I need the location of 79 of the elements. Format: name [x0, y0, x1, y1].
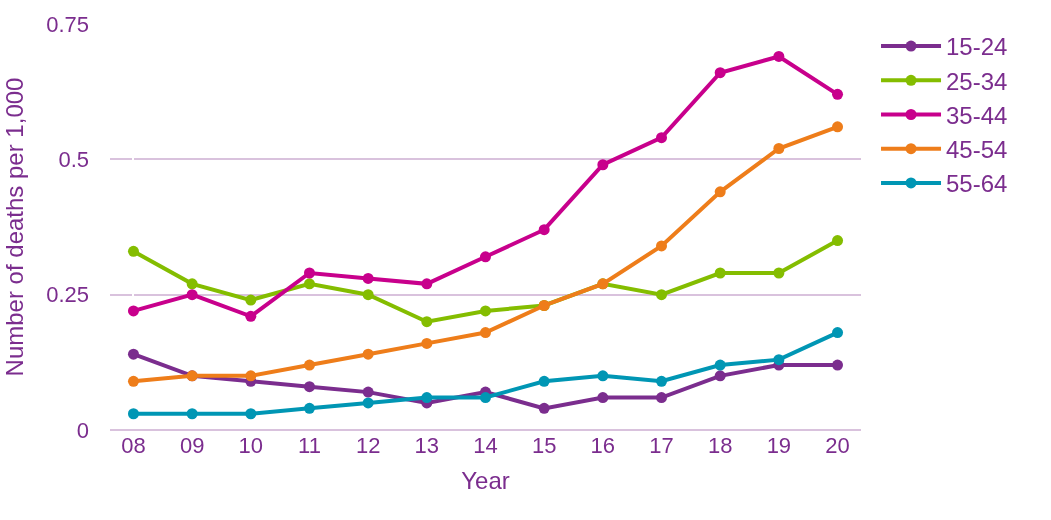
- point: [656, 289, 668, 301]
- point: [832, 235, 844, 247]
- point: [127, 408, 139, 420]
- point: [832, 359, 844, 371]
- point: [186, 278, 198, 290]
- point: [714, 267, 726, 279]
- point: [714, 370, 726, 382]
- point: [303, 402, 315, 414]
- point: [714, 186, 726, 198]
- point: [186, 408, 198, 420]
- point: [773, 354, 785, 366]
- point: [421, 337, 433, 349]
- point: [597, 392, 609, 404]
- legend-label: 15-24: [946, 33, 1008, 61]
- point: [362, 348, 374, 360]
- y-axis-title: Number of deaths per 1,000: [1, 77, 29, 377]
- point: [362, 289, 374, 301]
- point: [127, 348, 139, 360]
- point: [127, 245, 139, 257]
- point: [303, 278, 315, 290]
- point: [538, 375, 550, 387]
- x-tick-label: 13: [414, 433, 440, 458]
- legend-label: 55-64: [946, 170, 1008, 198]
- point: [714, 359, 726, 371]
- y-tick-label: 0.5: [58, 147, 89, 173]
- point: [656, 132, 668, 144]
- point: [538, 402, 550, 414]
- point: [714, 67, 726, 79]
- point: [127, 305, 139, 317]
- point: [480, 305, 491, 317]
- x-tick-label: 14: [473, 433, 498, 458]
- point: [656, 375, 668, 387]
- point: [421, 316, 433, 328]
- x-tick-label: 11: [298, 433, 321, 458]
- legend-label: 25-34: [946, 67, 1008, 95]
- point: [127, 375, 139, 387]
- x-tick-label: 16: [590, 433, 616, 458]
- point: [538, 224, 550, 236]
- point: [832, 88, 844, 100]
- x-tick-label: 12: [355, 433, 381, 458]
- point: [773, 50, 785, 62]
- point: [303, 359, 315, 371]
- point: [245, 370, 257, 382]
- legend-label: 45-54: [946, 136, 1008, 164]
- point: [362, 397, 374, 409]
- point: [773, 267, 785, 279]
- x-tick-label: 17: [649, 433, 674, 458]
- x-tick-label: 10: [238, 433, 264, 458]
- y-tick-label: 0: [76, 417, 89, 443]
- y-tick-label: 0.75: [46, 11, 89, 37]
- y-tick-label: 0.25: [46, 282, 89, 308]
- point: [303, 267, 315, 279]
- x-tick-label: 08: [121, 433, 146, 458]
- point: [245, 310, 257, 322]
- point: [597, 370, 609, 382]
- legend-label: 35-44: [946, 101, 1008, 129]
- x-tick-label: 15: [531, 433, 557, 458]
- point: [656, 392, 668, 404]
- point: [480, 392, 491, 404]
- x-tick-label: 18: [707, 433, 733, 458]
- point: [362, 386, 374, 398]
- point: [421, 392, 433, 404]
- point: [303, 381, 315, 393]
- point: [480, 251, 491, 263]
- point: [656, 240, 668, 252]
- x-tick-label: 19: [766, 433, 792, 458]
- point: [773, 143, 785, 155]
- x-tick-label: 20: [825, 433, 850, 458]
- x-axis-title: Year: [461, 467, 510, 495]
- point: [245, 408, 257, 420]
- x-tick-label: 09: [179, 433, 205, 458]
- point: [186, 289, 198, 301]
- point: [362, 272, 374, 284]
- point: [245, 294, 257, 306]
- point: [480, 327, 491, 339]
- point: [421, 278, 433, 290]
- point: [832, 327, 844, 339]
- point: [832, 121, 844, 133]
- point: [597, 159, 609, 171]
